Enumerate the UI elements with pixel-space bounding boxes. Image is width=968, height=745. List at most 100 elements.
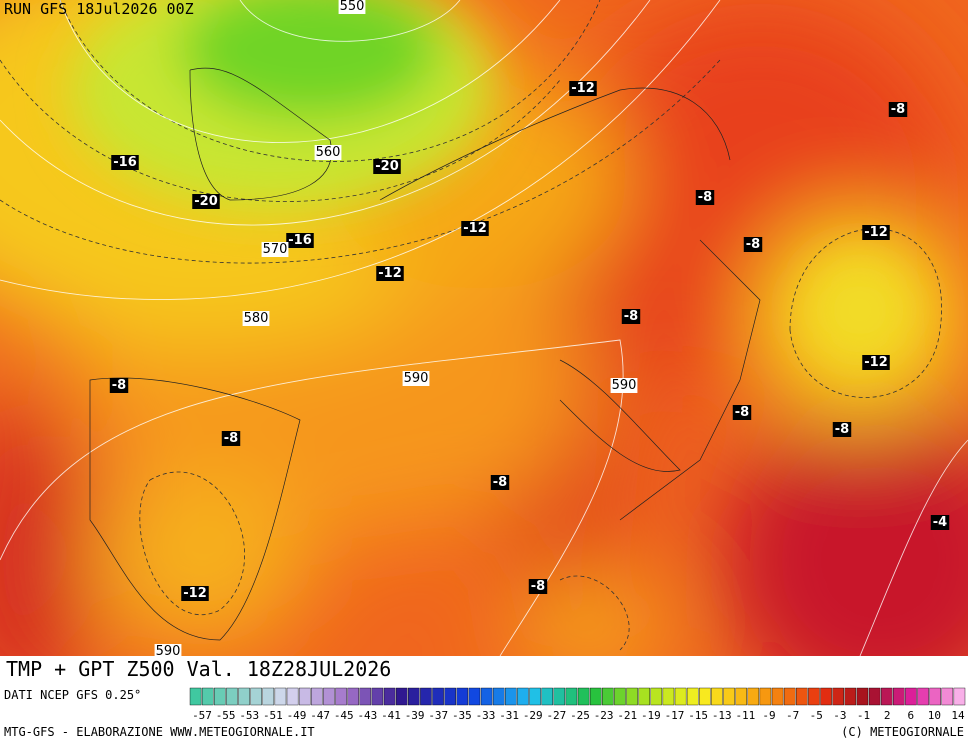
colorbar-swatch <box>480 687 493 706</box>
colorbar-swatch <box>444 687 456 706</box>
colorbar-swatch <box>771 687 784 706</box>
temperature-label: -8 <box>698 190 712 205</box>
colorbar-swatch <box>577 687 590 706</box>
temperature-label: -12 <box>183 586 207 601</box>
copyright-label: (C) METEOGIORNALE <box>841 725 964 739</box>
colorbar-label: -39 <box>405 709 425 722</box>
coastlines <box>89 67 761 641</box>
colorbar-swatch <box>456 687 469 706</box>
title: TMP + GPT Z500 Val. 18Z28JUL2026 <box>6 657 391 681</box>
colorbar-label: -5 <box>810 709 823 722</box>
colorbar-swatch <box>856 687 869 706</box>
height-label-box <box>242 311 270 326</box>
colorbar-swatch <box>335 687 347 706</box>
temperature-label: -8 <box>531 579 545 594</box>
temperature-label-box <box>743 237 763 252</box>
colorbar-swatch <box>868 687 881 706</box>
colorbar-label: -11 <box>735 709 755 722</box>
colorbar-label: -19 <box>641 709 661 722</box>
colorbar-label: -13 <box>712 709 732 722</box>
temperature-label-box <box>862 355 890 370</box>
colorbar-swatch <box>371 687 384 706</box>
temperature-label-box <box>109 378 129 393</box>
colorbar-swatch <box>711 687 723 706</box>
height-label-box <box>154 644 182 659</box>
colorbar-swatch <box>359 687 372 706</box>
temperature-label: -4 <box>933 515 947 530</box>
colorbar-swatch <box>941 687 954 706</box>
colorbar-swatch <box>953 687 966 706</box>
colorbar-swatch <box>929 687 941 706</box>
colorbar-swatch <box>505 687 517 706</box>
temperature-label-box <box>528 579 548 594</box>
colorbar-swatch <box>686 687 699 706</box>
colorbar-label: -9 <box>762 709 775 722</box>
colorbar-label: -29 <box>523 709 543 722</box>
colorbar-swatch <box>214 687 226 706</box>
colorbar-label: -41 <box>381 709 401 722</box>
colorbar-swatch <box>238 687 250 706</box>
temperature-label-box <box>221 431 241 446</box>
colorbar-label: -1 <box>857 709 870 722</box>
height-label-box <box>402 371 430 386</box>
colorbar-swatch <box>614 687 626 706</box>
credit-label: MTG-GFS - ELABORAZIONE WWW.METEOGIORNALE… <box>4 725 315 739</box>
temperature-label-box <box>569 81 597 96</box>
height-label-box <box>314 145 342 160</box>
temperature-label: -16 <box>288 233 312 248</box>
colorbar-label: 10 <box>928 709 941 722</box>
height-label: 550 <box>340 0 365 14</box>
colorbar-swatch <box>311 687 323 706</box>
isotherms <box>0 0 942 651</box>
height-label: 590 <box>404 371 429 386</box>
colorbar-label: -15 <box>688 709 708 722</box>
colorbar-swatch <box>298 687 311 706</box>
colorbar-swatch <box>808 687 820 706</box>
height-label: 590 <box>612 378 637 393</box>
colorbar-label: -57 <box>192 709 212 722</box>
temperature-label: -8 <box>493 475 507 490</box>
source-label: DATI NCEP GFS 0.25° <box>4 688 141 702</box>
height-label-box <box>610 378 638 393</box>
colorbar-swatch <box>529 687 541 706</box>
temperature-label-box <box>461 221 489 236</box>
colorbar-label: -45 <box>334 709 354 722</box>
colorbar-swatch <box>650 687 663 706</box>
colorbar-swatch <box>893 687 905 706</box>
colorbar-swatch <box>347 687 359 706</box>
height-label-box <box>261 242 289 257</box>
colorbar-label: -27 <box>546 709 566 722</box>
temperature-label-box <box>695 190 715 205</box>
colorbar-swatch <box>383 687 396 706</box>
colorbar-label: -55 <box>216 709 236 722</box>
colorbar-swatch <box>783 687 796 706</box>
colorbar-swatch <box>844 687 857 706</box>
temperature-label: -12 <box>864 225 888 240</box>
colorbar-swatch <box>662 687 675 706</box>
colorbar-label: -31 <box>499 709 519 722</box>
temperature-label-box <box>490 475 510 490</box>
temperature-label-box <box>373 159 401 174</box>
colorbar-swatch <box>626 687 638 706</box>
colorbar-swatch <box>602 687 614 706</box>
height-label: 580 <box>244 311 269 326</box>
colorbar-label: -7 <box>786 709 799 722</box>
temperature-label-box <box>832 422 852 437</box>
colorbar-swatch <box>492 687 505 706</box>
colorbar-swatch <box>880 687 893 706</box>
temperature-label-box <box>732 405 752 420</box>
temperature-label-box <box>376 266 404 281</box>
colorbar-swatch <box>420 687 432 706</box>
colorbar-swatch <box>759 687 772 706</box>
colorbar: -57 -55 -53 -51 -49 -47 -45 -43 -41 -39 -37 -35 -33-… <box>189 687 966 722</box>
colorbar-label: 6 <box>907 709 914 722</box>
colorbar-label: -23 <box>594 709 614 722</box>
colorbar-label: 14 <box>951 709 965 722</box>
colorbar-swatch <box>674 687 687 706</box>
title-box <box>0 656 412 684</box>
colorbar-swatch <box>699 687 711 706</box>
temperature-label: -8 <box>112 378 126 393</box>
temperature-label: -20 <box>375 159 399 174</box>
temperature-label-box <box>181 586 209 601</box>
